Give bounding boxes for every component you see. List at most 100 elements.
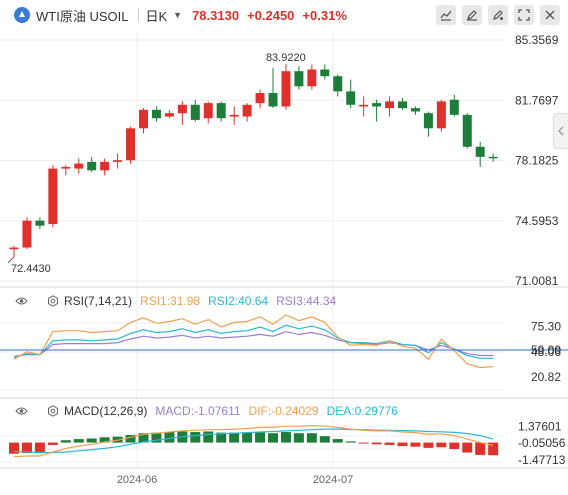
macd-bar [423, 442, 434, 448]
macd-bar [475, 442, 486, 455]
macd-bar [280, 432, 291, 443]
rsi1-line [13, 314, 494, 369]
macd-bar [410, 442, 421, 447]
macd-bar [229, 432, 240, 443]
rsi3-value: RSI3:44.34 [276, 294, 337, 308]
macd-bar [9, 442, 19, 454]
macd-tick-label: 1.37601 [518, 419, 562, 433]
period-selector[interactable]: 日K [145, 8, 168, 24]
candle-body [488, 156, 498, 159]
macd-bar [151, 432, 162, 443]
macd-tick-label: -1.47713 [518, 453, 566, 467]
pen-icon[interactable] [462, 5, 482, 25]
candle-body [307, 69, 317, 87]
candle-body [100, 161, 110, 171]
dea-value: DEA:0.29776 [326, 404, 398, 418]
price-axis: 85.3569 81.7697 78.1825 74.5953 71.0081 [515, 33, 559, 288]
candle-body [9, 247, 19, 250]
side-panel-handle[interactable] [553, 113, 568, 149]
macd-bar [449, 442, 460, 450]
price-tick-label: 71.0081 [515, 274, 559, 288]
pen-settings-icon[interactable] [488, 5, 508, 25]
last-price: 78.3130 [192, 7, 240, 23]
candle-body [139, 109, 148, 129]
candle-body [462, 114, 472, 147]
low-annotation-leader [7, 256, 15, 264]
rsi-legend: RSI(7,14,21) RSI1:31.98 RSI2:40.64 RSI3:… [0, 292, 336, 310]
time-tick-label: 2024-06 [117, 474, 157, 486]
macd-bar [190, 432, 201, 443]
price-tick-label: 81.7697 [515, 93, 559, 107]
macd-bar [397, 442, 408, 447]
macd-bar [371, 442, 382, 445]
macd-bar [216, 432, 227, 443]
candle-body [294, 71, 304, 87]
candle-body [320, 69, 330, 77]
macd-bar [21, 442, 32, 454]
symbol-name[interactable]: WTI原油 USOIL [36, 8, 129, 24]
chevron-left-icon [558, 126, 564, 136]
high-annotation: 83.9220 [266, 52, 306, 64]
macd-name: MACD(12,26,9) [64, 404, 148, 418]
symbol-logo-icon [14, 7, 30, 23]
candle-body [475, 146, 485, 157]
candle-body [164, 113, 174, 117]
macd-bar [332, 439, 343, 443]
candle-body [113, 160, 123, 162]
macd-bar [384, 442, 395, 445]
macd-bar [242, 432, 253, 443]
candle-body [74, 163, 84, 169]
candle-body [359, 104, 369, 107]
macd-bar [47, 442, 58, 445]
candle-body [229, 114, 239, 117]
dea-line [13, 428, 494, 454]
line-chart-icon[interactable] [436, 5, 456, 25]
time-axis: 2024-06 2024-07 [117, 474, 353, 486]
symbol-code: USOIL [89, 8, 129, 24]
macd-bar [268, 433, 278, 443]
candle-body [216, 103, 226, 119]
eye-icon[interactable] [14, 294, 28, 308]
candle-body [398, 101, 407, 109]
candle-body [87, 161, 97, 171]
rsi-tick-label: 50.00 [531, 343, 561, 357]
expand-icon[interactable] [514, 5, 534, 25]
macd-bar [293, 433, 304, 443]
price-change: +0.2450 [247, 7, 295, 23]
candle-body [48, 168, 58, 225]
macd-bar [488, 442, 499, 456]
candle-body [177, 104, 187, 114]
price-tick-label: 85.3569 [515, 33, 559, 47]
macd-bar [319, 436, 330, 443]
rsi1-value: RSI1:31.98 [140, 294, 201, 308]
time-tick-label: 2024-07 [313, 474, 353, 486]
candle-body [203, 103, 213, 119]
chevron-down-icon[interactable]: ▼ [173, 10, 183, 20]
candle-body [190, 104, 200, 120]
eye-icon[interactable] [14, 404, 28, 418]
candle-body [333, 76, 343, 92]
macd-bar [345, 441, 356, 443]
macd-bar [255, 432, 266, 443]
settings-icon[interactable] [46, 294, 60, 308]
candlestick-series [7, 64, 498, 264]
candle-body [255, 93, 265, 104]
macd-bar [86, 438, 97, 443]
macd-bar [138, 433, 149, 443]
rsi-tick-label: 75.30 [531, 320, 561, 334]
candle-body [151, 109, 161, 119]
macd-bar [436, 442, 447, 448]
dif-value: DIF:-0.24029 [248, 404, 319, 418]
rsi-tick-label: 48.06 [531, 345, 561, 359]
divider [138, 8, 140, 22]
candle-body [22, 220, 32, 248]
close-icon[interactable] [540, 5, 560, 25]
settings-icon[interactable] [46, 404, 60, 418]
candle-body [436, 101, 446, 129]
candle-body [449, 99, 459, 115]
candle-body [346, 91, 356, 105]
macd-bar [34, 442, 45, 453]
candle-body [126, 128, 136, 161]
